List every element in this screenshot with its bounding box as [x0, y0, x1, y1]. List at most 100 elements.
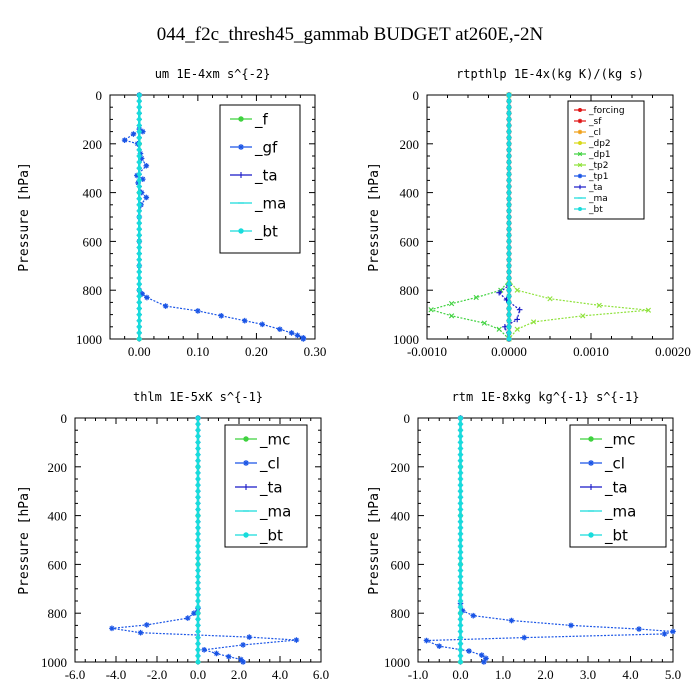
legend-marker [588, 460, 594, 466]
data-point [458, 580, 463, 586]
x-tick-label: -0.0010 [407, 344, 447, 359]
legend-label: _dp2 [588, 139, 611, 149]
x-tick-label: -2.0 [147, 667, 168, 682]
legend-marker [577, 129, 583, 135]
data-point [470, 612, 477, 619]
legend-marker [578, 141, 582, 145]
x-tick-label: 0.30 [304, 344, 327, 359]
data-point [195, 629, 201, 634]
data-point [294, 332, 301, 339]
data-point [139, 291, 146, 297]
legend-marker [238, 116, 244, 122]
data-point [458, 629, 463, 634]
data-point [458, 574, 463, 579]
legend-marker [238, 172, 244, 178]
data-point [458, 616, 463, 622]
data-point [136, 330, 142, 336]
y-tick-label: 1000 [41, 655, 67, 670]
data-point [136, 104, 142, 110]
data-point [136, 196, 142, 202]
data-point [136, 226, 142, 232]
data-point [136, 324, 142, 330]
data-point [195, 568, 201, 573]
data-point [458, 470, 463, 476]
legend-label: _cl [588, 128, 601, 138]
data-point [508, 617, 515, 624]
data-point [136, 275, 142, 281]
data-point [138, 155, 145, 162]
data-point [195, 653, 201, 659]
data-point [143, 622, 150, 628]
x-tick-label: 3.0 [580, 667, 596, 682]
data-point [136, 110, 142, 116]
y-tick-label: 400 [391, 509, 411, 524]
legend-box [224, 424, 308, 548]
legend-marker [577, 173, 583, 179]
data-point [130, 131, 137, 137]
legend-marker [243, 460, 249, 466]
legend-label: _ta [588, 183, 603, 193]
data-point [496, 289, 502, 296]
y-tick-label: 400 [48, 509, 68, 524]
data-point [458, 440, 463, 445]
data-point [670, 628, 676, 635]
data-point [195, 555, 201, 561]
data-point [483, 655, 489, 662]
data-point [195, 574, 201, 579]
legend-label: _bt [254, 222, 278, 241]
data-point [240, 659, 246, 665]
data-point [458, 433, 463, 439]
data-point [506, 171, 512, 177]
data-point [448, 313, 455, 319]
x-tick-label: -6.0 [65, 667, 86, 682]
legend: _mc _cl _ta _ma _bt [569, 424, 667, 548]
series-bt [195, 415, 201, 665]
data-point [506, 330, 512, 336]
y-tick-label: 200 [391, 460, 411, 475]
data-point [195, 659, 201, 665]
x-tick-label: 5.0 [665, 667, 681, 682]
panel-title: rtpthlp 1E-4x(kg K)/(kg s) [456, 67, 644, 81]
y-tick-label: 200 [83, 137, 103, 152]
panel-4: rtm 1E-8xkg kg^{-1} s^{-1} Pressure [hPa]… [367, 390, 681, 682]
y-tick-label: 800 [48, 606, 68, 621]
legend-marker [578, 207, 582, 211]
data-point [195, 525, 201, 531]
data-point [136, 306, 142, 311]
legend-label: _ma [259, 502, 291, 521]
y-tick-label: 800 [391, 606, 411, 621]
data-point [136, 251, 142, 256]
data-point [458, 549, 463, 555]
data-point [506, 190, 512, 195]
legend-marker [578, 108, 582, 112]
data-point [195, 507, 201, 512]
legend-label: _ta [259, 478, 283, 497]
data-point [136, 190, 142, 195]
y-tick-label: 800 [400, 283, 420, 298]
data-point [458, 543, 463, 549]
data-point [478, 652, 485, 658]
data-point [136, 336, 142, 342]
data-point [521, 634, 528, 641]
data-point [506, 165, 512, 171]
legend-marker [588, 484, 594, 490]
y-tick-label: 0 [413, 88, 420, 103]
legend: _f _gf _ta _ma _bt [219, 104, 301, 254]
data-point [136, 287, 142, 293]
data-point [458, 555, 463, 561]
x-tick-label: 0.0010 [573, 344, 609, 359]
data-point [506, 98, 512, 104]
data-point [109, 625, 115, 632]
data-point [506, 306, 512, 311]
data-point [136, 202, 142, 208]
data-point [636, 626, 642, 632]
data-point [458, 525, 463, 531]
y-tick-label: 400 [400, 186, 420, 201]
data-point [136, 239, 142, 244]
data-point [136, 245, 142, 250]
legend: _mc _cl _ta _ma _bt [224, 424, 308, 548]
data-point [195, 610, 201, 616]
data-point [195, 494, 201, 500]
data-point [506, 324, 512, 330]
